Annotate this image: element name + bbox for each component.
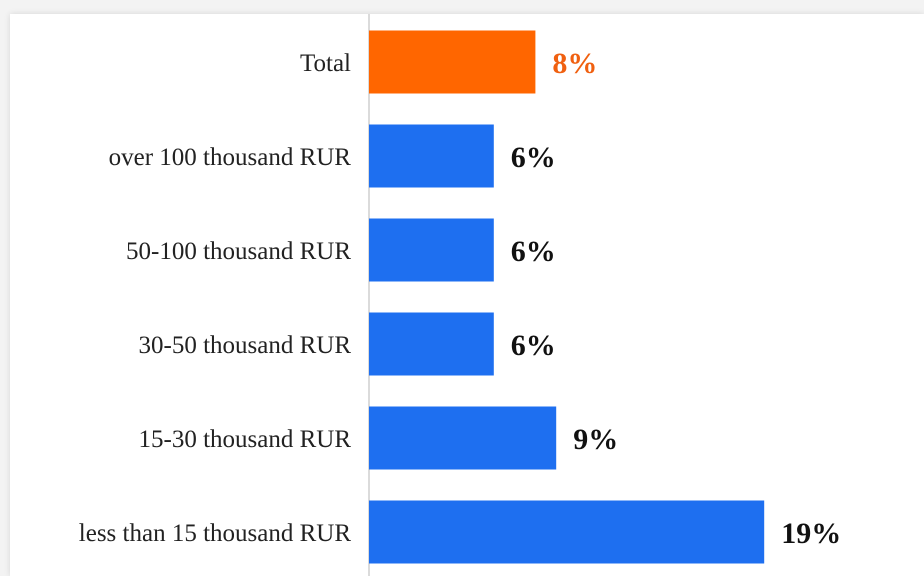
chart-card: Total over 100 thousand RUR 50-100 thousan… bbox=[10, 14, 924, 576]
value-label: 6% bbox=[511, 235, 556, 268]
category-label: Total bbox=[300, 50, 351, 77]
bars bbox=[369, 30, 765, 564]
value-label: 8% bbox=[552, 47, 597, 80]
category-label: over 100 thousand RUR bbox=[109, 144, 352, 171]
bar bbox=[369, 500, 765, 564]
value-label: 19% bbox=[781, 517, 841, 550]
bar-chart: Total over 100 thousand RUR 50-100 thousan… bbox=[79, 14, 841, 576]
category-label: 50-100 thousand RUR bbox=[126, 238, 351, 265]
value-label: 6% bbox=[511, 141, 556, 174]
category-label: 15-30 thousand RUR bbox=[139, 426, 352, 453]
category-label: less than 15 thousand RUR bbox=[79, 520, 352, 547]
category-label: 30-50 thousand RUR bbox=[139, 332, 352, 359]
value-label: 6% bbox=[511, 329, 556, 362]
category-labels: Total over 100 thousand RUR 50-100 thousan… bbox=[79, 50, 352, 547]
value-labels: 8% 6% 6% 6% 9% 19% bbox=[511, 47, 841, 550]
bar bbox=[369, 312, 494, 376]
value-label: 9% bbox=[573, 423, 618, 456]
bar bbox=[369, 406, 557, 470]
bar-total bbox=[369, 30, 536, 94]
bar bbox=[369, 218, 494, 282]
bar bbox=[369, 124, 494, 188]
